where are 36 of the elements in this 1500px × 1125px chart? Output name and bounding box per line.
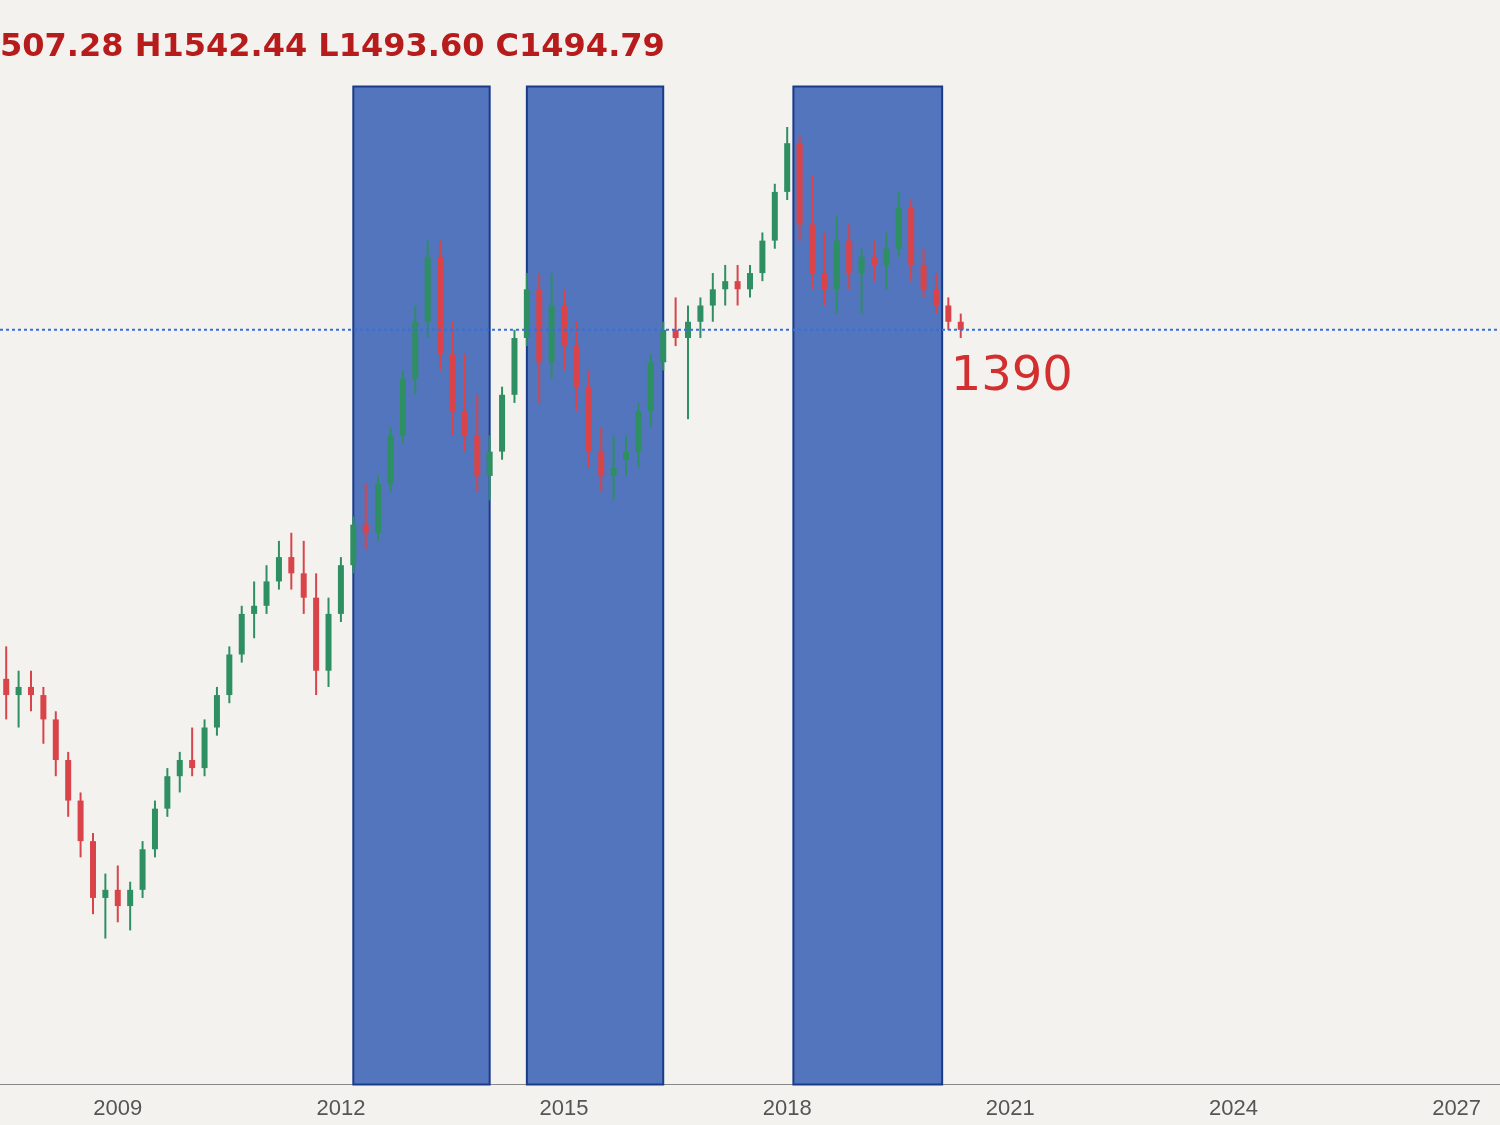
- candlestick: [672, 296, 679, 348]
- candlestick: [3, 645, 10, 721]
- candlestick: [957, 312, 964, 339]
- x-tick-label: 2012: [316, 1094, 366, 1120]
- candlestick: [747, 263, 753, 299]
- candlestick: [127, 880, 134, 932]
- candlestick: [685, 304, 692, 421]
- candlestick: [945, 296, 952, 331]
- candlestick: [114, 864, 121, 924]
- candlestick: [288, 531, 295, 591]
- candlestick: [15, 669, 22, 729]
- annotation: 1390: [950, 345, 1073, 402]
- candlestick: [623, 434, 630, 477]
- candlestick: [27, 669, 34, 713]
- candlestick: [189, 726, 196, 778]
- candlestick: [883, 231, 890, 291]
- x-tick-label: 2021: [985, 1094, 1035, 1120]
- candlestick: [176, 750, 183, 794]
- candlestick: [251, 580, 258, 640]
- candlestick: [610, 434, 617, 502]
- x-tick-label: 2024: [1208, 1094, 1258, 1120]
- candlestick: [932, 272, 939, 315]
- x-tick-label: 2009: [93, 1094, 143, 1120]
- candlestick: [858, 247, 865, 315]
- candlestick: [722, 263, 729, 307]
- x-tick-label: 2018: [762, 1094, 812, 1120]
- x-tick-label: 2027: [1432, 1094, 1482, 1120]
- candlestick: [362, 483, 369, 550]
- candlestick: [734, 263, 741, 307]
- candlestick: [102, 872, 109, 940]
- candlestick: [870, 239, 877, 283]
- candlestick: [821, 231, 828, 307]
- candlestick: [697, 296, 704, 339]
- candlestick: [709, 272, 716, 323]
- x-tick-label: 2015: [539, 1094, 589, 1120]
- chart-title: 507.28 H1542.44 L1493.60 C1494.79: [0, 25, 665, 64]
